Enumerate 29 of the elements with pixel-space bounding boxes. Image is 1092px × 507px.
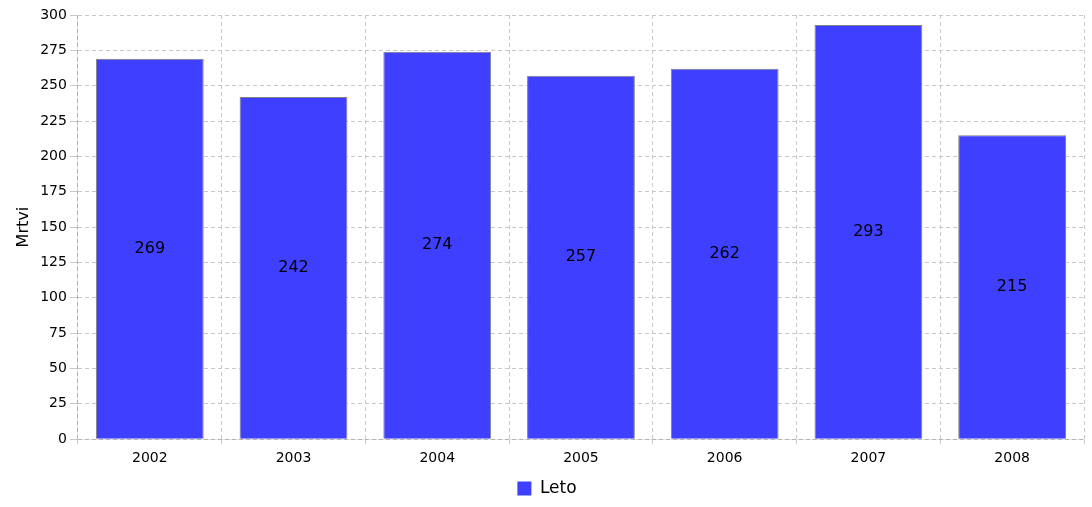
x-tick-label: 2008	[994, 449, 1030, 466]
x-tick-label: 2005	[563, 449, 599, 466]
x-tick-label: 2003	[275, 449, 312, 466]
y-tick-label: 300	[40, 5, 67, 22]
y-tick-label: 175	[40, 182, 67, 199]
y-tick-label: 150	[40, 217, 67, 234]
y-tick-label: 0	[58, 429, 67, 446]
y-axis-title: Mrtvi	[12, 206, 32, 248]
x-tick-label: 2007	[850, 449, 887, 466]
y-tick-label: 25	[49, 394, 67, 411]
x-tick-label: 2006	[706, 449, 743, 466]
data-label: 262	[709, 242, 740, 262]
y-tick-label: 200	[40, 147, 67, 164]
y-tick-label: 75	[49, 323, 67, 340]
legend-label: Leto	[539, 476, 577, 497]
x-tick-label: 2004	[419, 449, 456, 466]
data-label: 257	[565, 246, 597, 266]
y-tick-label: 225	[40, 111, 67, 128]
data-label: 242	[278, 257, 309, 277]
data-label: 215	[996, 276, 1028, 296]
data-label: 293	[853, 220, 884, 240]
data-label: 274	[421, 234, 453, 254]
y-tick-label: 100	[40, 288, 67, 305]
y-tick-label: 275	[40, 40, 67, 57]
x-tick-label: 2002	[131, 449, 168, 466]
y-tick-label: 125	[40, 253, 67, 270]
y-tick-label: 50	[49, 359, 67, 376]
data-label: 269	[134, 237, 166, 257]
y-tick-label: 250	[40, 76, 67, 93]
